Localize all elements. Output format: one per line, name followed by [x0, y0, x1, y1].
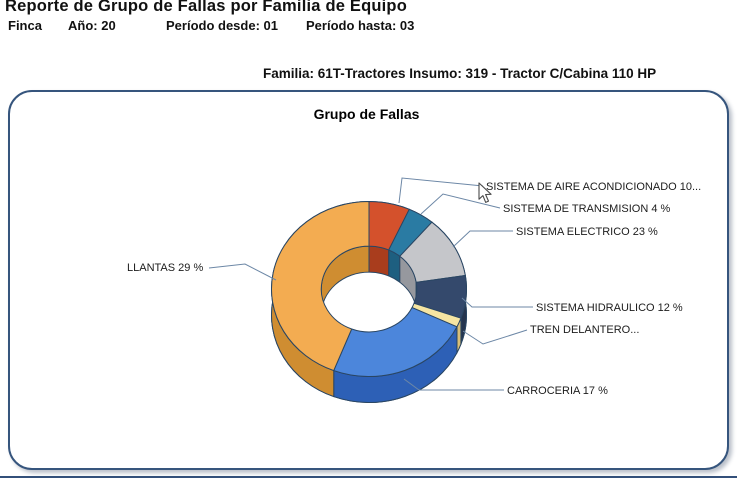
- label-leader-line: [420, 193, 501, 215]
- mouse-cursor-icon: [478, 182, 492, 203]
- label-leader-line: [208, 263, 277, 281]
- pie-slice-carroceria[interactable]: [333, 307, 458, 377]
- pie-slice-llantas[interactable]: [271, 201, 370, 372]
- filter-ano: Año: 20: [68, 18, 116, 33]
- filter-periodo-hasta: Período hasta: 03: [306, 18, 415, 33]
- report-title: Reporte de Grupo de Fallas por Familia d…: [5, 0, 407, 15]
- label-leader-line: [398, 177, 484, 204]
- pie-slice-inner-wall-0: [368, 245, 390, 277]
- label-leader-line: [462, 329, 528, 345]
- filter-finca-label: Finca: [8, 18, 42, 33]
- page-bottom-divider: [0, 476, 737, 478]
- filter-periodo-desde: Período desde: 01: [166, 18, 278, 33]
- slice-label-carroceria: CARROCERIA 17 %: [507, 385, 608, 397]
- familia-insumo-line: Familia: 61T-Tractores Insumo: 319 - Tra…: [263, 66, 657, 81]
- label-leader-line: [461, 297, 533, 308]
- slice-label-transmision: SISTEMA DE TRANSMISION 4 %: [503, 203, 671, 215]
- slice-label-hidraulico: SISTEMA HIDRAULICO 12 %: [536, 302, 683, 314]
- slice-label-electrico: SISTEMA ELECTRICO 23 %: [516, 226, 658, 238]
- slice-label-llantas: LLANTAS 29 %: [127, 262, 204, 274]
- slice-label-aire-acondicionado: SISTEMA DE AIRE ACONDICIONADO 10...: [486, 181, 702, 193]
- label-leader-line: [452, 230, 513, 248]
- chart-title: Grupo de Fallas: [313, 106, 420, 122]
- slice-label-tren-delantero: TREN DELANTERO...: [530, 324, 640, 336]
- label-leader-line: [403, 378, 504, 391]
